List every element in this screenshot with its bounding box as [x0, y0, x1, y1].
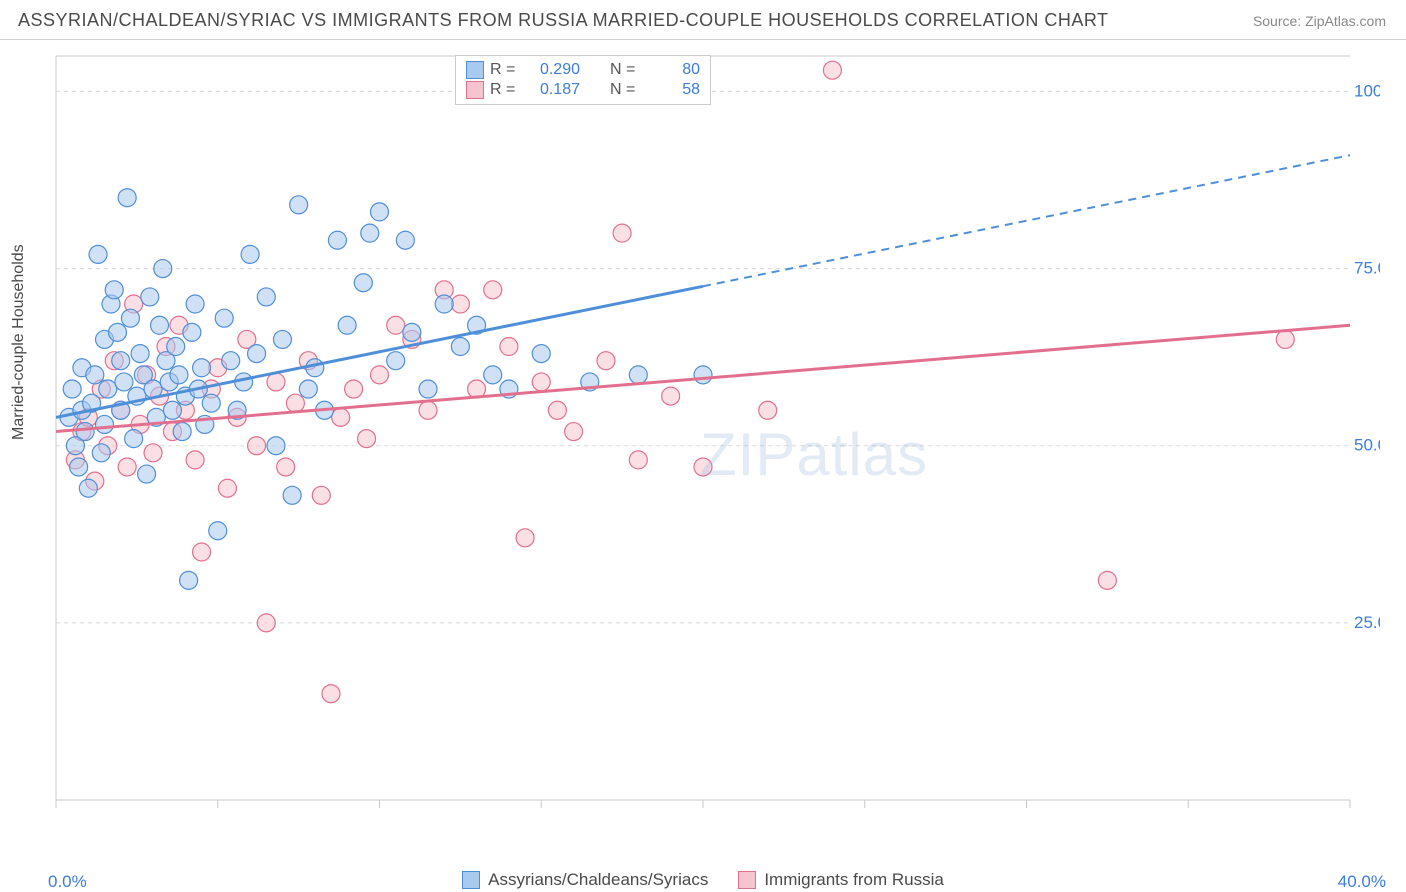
swatch-icon — [466, 61, 484, 79]
n-label: N = — [610, 61, 638, 79]
r-value-blue: 0.290 — [524, 61, 580, 79]
scatter-plot-svg: 25.0% 50.0% 75.0% 100.0% — [50, 50, 1380, 840]
r-label: R = — [490, 81, 518, 99]
chart-title: ASSYRIAN/CHALDEAN/SYRIAC VS IMMIGRANTS F… — [18, 10, 1109, 31]
chart-source: Source: ZipAtlas.com — [1253, 13, 1386, 29]
swatch-icon — [462, 871, 480, 889]
legend-item-blue: Assyrians/Chaldeans/Syriacs — [462, 870, 708, 890]
legend-row-pink: R = 0.187 N = 58 — [466, 80, 700, 100]
n-label: N = — [610, 81, 638, 99]
legend-row-blue: R = 0.290 N = 80 — [466, 60, 700, 80]
series-legend: Assyrians/Chaldeans/Syriacs Immigrants f… — [0, 870, 1406, 890]
correlation-legend: R = 0.290 N = 80 R = 0.187 N = 58 — [455, 55, 711, 105]
n-value-blue: 80 — [644, 61, 700, 79]
swatch-icon — [738, 871, 756, 889]
svg-text:75.0%: 75.0% — [1354, 259, 1380, 278]
chart-plot-area: 25.0% 50.0% 75.0% 100.0% — [50, 50, 1380, 840]
x-axis-min-label: 0.0% — [48, 872, 87, 892]
chart-header: ASSYRIAN/CHALDEAN/SYRIAC VS IMMIGRANTS F… — [0, 0, 1406, 40]
svg-text:100.0%: 100.0% — [1354, 81, 1380, 100]
legend-label-blue: Assyrians/Chaldeans/Syriacs — [488, 870, 708, 890]
r-label: R = — [490, 61, 518, 79]
n-value-pink: 58 — [644, 81, 700, 99]
swatch-icon — [466, 81, 484, 99]
r-value-pink: 0.187 — [524, 81, 580, 99]
legend-label-pink: Immigrants from Russia — [764, 870, 943, 890]
legend-item-pink: Immigrants from Russia — [738, 870, 943, 890]
svg-text:25.0%: 25.0% — [1354, 613, 1380, 632]
y-axis-label: Married-couple Households — [10, 244, 28, 440]
x-axis-max-label: 40.0% — [1338, 872, 1386, 892]
svg-text:50.0%: 50.0% — [1354, 436, 1380, 455]
